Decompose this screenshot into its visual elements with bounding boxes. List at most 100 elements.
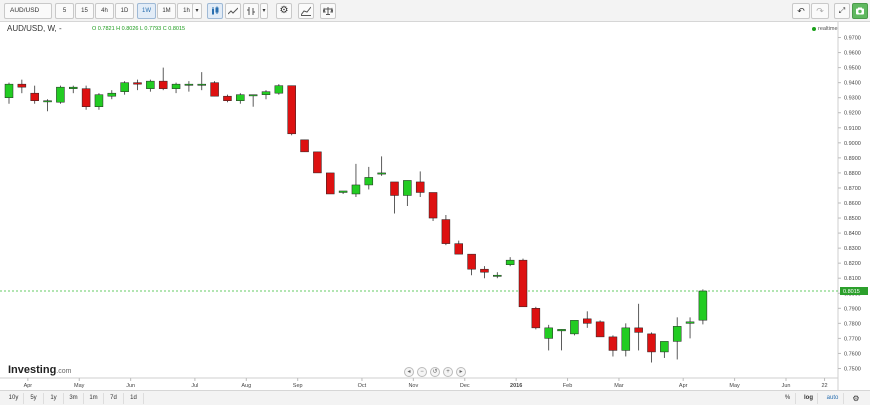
chart-toolbar: AUD/USD 5 15 4h 1D 1W 1M 1h ▾ ▾ ⚙ ↶ ↷ ⤢	[0, 0, 870, 22]
current-price-tag	[840, 287, 868, 296]
line-chart-button[interactable]	[225, 3, 241, 19]
y-tick-label: 0.9500	[844, 66, 861, 72]
bottom-bar: 10y 5y 1y 3m 1m 7d 1d % log auto ⚙	[0, 390, 870, 405]
gear-icon: ⚙	[852, 394, 860, 403]
candle-body	[158, 80, 168, 89]
candle-body	[608, 336, 618, 351]
candle-body	[146, 80, 155, 89]
candle-body	[544, 327, 553, 339]
candle-body	[56, 86, 65, 103]
fullscreen-button[interactable]: ⤢	[834, 3, 850, 19]
y-tick-label: 0.9300	[844, 96, 861, 102]
candle-body	[595, 321, 605, 338]
candle-body	[415, 181, 425, 193]
scroll-left-button[interactable]: ◂	[404, 367, 414, 377]
indicators-button[interactable]	[243, 3, 259, 19]
current-price-label: 0.8015	[843, 289, 860, 295]
gear-icon: ⚙	[279, 5, 289, 16]
y-tick-label: 0.9700	[844, 36, 861, 42]
undo-button[interactable]: ↶	[792, 3, 810, 19]
redo-button[interactable]: ↷	[811, 3, 829, 19]
camera-icon	[856, 7, 864, 15]
candlestick-chart[interactable]: 0.9700 0.9600 0.9500 0.9400 0.9300 0.9200 0.91…	[0, 22, 870, 390]
candle-body	[338, 190, 348, 193]
range-button-10y[interactable]: 10y	[4, 393, 24, 404]
candle-body	[390, 181, 399, 196]
x-tick-label: May	[729, 383, 740, 389]
candle-body	[171, 83, 181, 89]
chart-area[interactable]: 0.9700 0.9600 0.9500 0.9400 0.9300 0.9200 0.91…	[0, 22, 870, 390]
zoom-in-button[interactable]: +	[443, 367, 453, 377]
candle-body	[184, 83, 194, 86]
candle-body	[570, 320, 579, 335]
settings-button[interactable]: ⚙	[276, 3, 292, 19]
range-button-1m[interactable]: 1m	[84, 393, 104, 404]
y-tick-label: 0.9600	[844, 51, 861, 57]
scroll-right-button[interactable]: ▸	[456, 367, 466, 377]
candle-body	[428, 192, 438, 219]
realtime-dot-icon	[812, 26, 816, 31]
range-button-3m[interactable]: 3m	[64, 393, 84, 404]
chart-settings-button[interactable]: ⚙	[848, 393, 864, 404]
x-tick-label: Jun	[126, 383, 135, 389]
candle-body	[197, 83, 206, 86]
range-button-1y[interactable]: 1y	[44, 393, 64, 404]
compare-button[interactable]	[298, 3, 314, 19]
candlestick-icon	[212, 6, 219, 15]
candle-body	[672, 326, 682, 342]
candle-body	[81, 88, 91, 107]
chart-legend-title: AUD/USD, W, -	[7, 24, 62, 33]
y-tick-label: 0.8500	[844, 216, 861, 222]
candle-body	[107, 92, 117, 97]
templates-button[interactable]	[320, 3, 336, 19]
reset-button[interactable]: ↺	[430, 367, 440, 377]
candle-body	[223, 95, 232, 101]
timeframe-button-1w[interactable]: 1W	[137, 3, 156, 19]
candles-chart-button[interactable]	[207, 3, 223, 19]
realtime-label: realtime	[818, 26, 838, 32]
log-scale-button[interactable]: log	[800, 393, 818, 404]
x-tick-label: Jun	[782, 383, 791, 389]
y-tick-label: 0.9000	[844, 141, 861, 147]
timeframe-button-15[interactable]: 15	[75, 3, 94, 19]
x-tick-label: 2016	[510, 383, 522, 389]
y-tick-label: 0.7700	[844, 336, 861, 342]
investing-watermark: Investing.com	[8, 364, 71, 376]
x-tick-label: 22	[821, 383, 827, 389]
arrow-right-icon: ▸	[459, 369, 463, 375]
percent-scale-button[interactable]: %	[780, 393, 796, 404]
zoom-out-button[interactable]: −	[417, 367, 427, 377]
y-tick-label: 0.8200	[844, 261, 861, 267]
candle-body	[287, 85, 296, 135]
x-tick-label: Jul	[191, 383, 198, 389]
timeframe-dropdown-button[interactable]: ▾	[192, 3, 202, 19]
symbol-input[interactable]: AUD/USD	[4, 3, 52, 19]
candle-body	[377, 172, 386, 175]
candle-body	[583, 318, 592, 324]
scale-icon	[322, 7, 334, 15]
candle-body	[69, 86, 78, 89]
candle-body	[133, 82, 142, 85]
range-button-5y[interactable]: 5y	[24, 393, 44, 404]
timeframe-button-1m[interactable]: 1M	[157, 3, 176, 19]
timeframe-button-4h[interactable]: 4h	[95, 3, 114, 19]
x-tick-label: Feb	[563, 383, 572, 389]
timeframe-button-1d[interactable]: 1D	[115, 3, 134, 19]
minus-icon: −	[420, 369, 424, 375]
timeframe-button-5[interactable]: 5	[55, 3, 74, 19]
candle-body	[493, 274, 502, 277]
undo-icon: ↶	[797, 6, 805, 16]
candle-body	[313, 151, 322, 174]
y-tick-label: 0.7500	[844, 366, 861, 372]
range-button-7d[interactable]: 7d	[104, 393, 124, 404]
watermark-suffix: .com	[56, 368, 72, 375]
chart-type-dropdown-button[interactable]: ▾	[260, 3, 268, 19]
x-tick-label: Apr	[24, 383, 33, 389]
y-tick-label: 0.7600	[844, 351, 861, 357]
range-button-1d[interactable]: 1d	[124, 393, 144, 404]
candle-body	[364, 177, 374, 186]
auto-scale-button[interactable]: auto	[822, 393, 844, 404]
x-tick-label: May	[74, 383, 85, 389]
y-tick-label: 0.8300	[844, 246, 861, 252]
snapshot-button[interactable]	[852, 3, 868, 19]
